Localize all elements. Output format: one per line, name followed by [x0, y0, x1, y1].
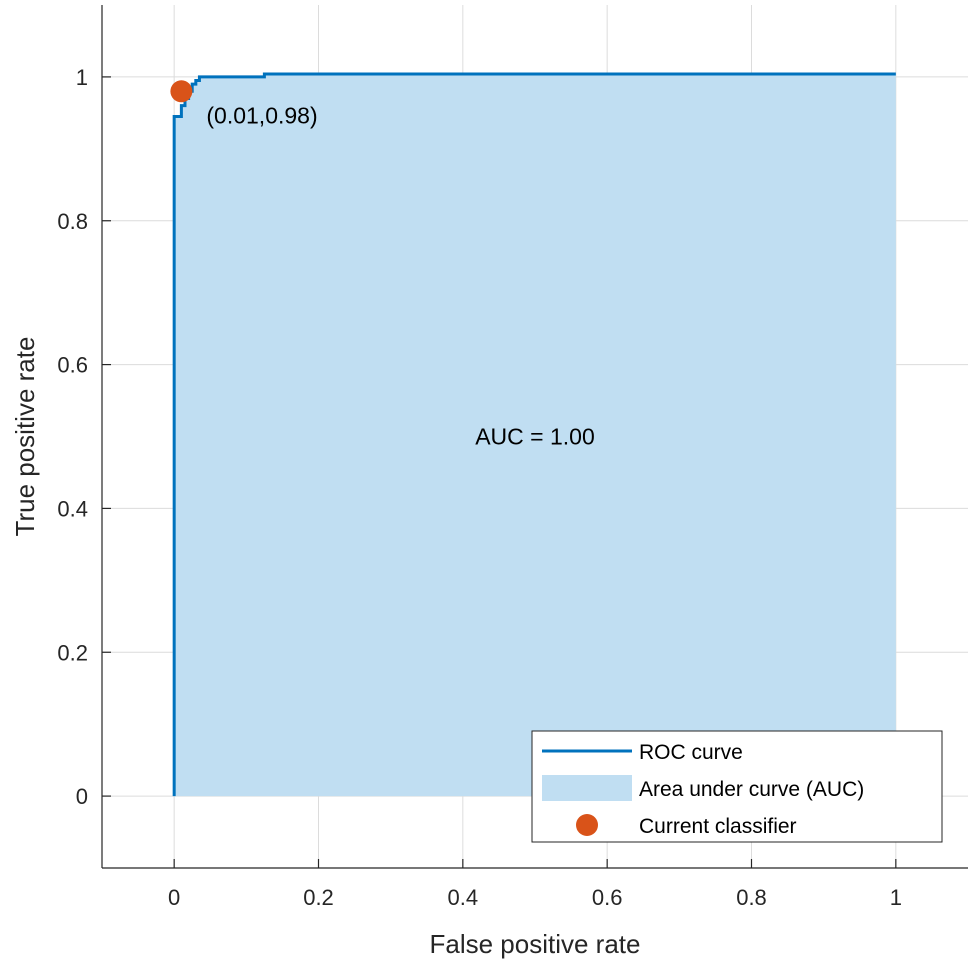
y-axis-label: True positive rate — [10, 337, 40, 537]
axes — [101, 5, 968, 869]
legend-roc-label: ROC curve — [639, 741, 743, 764]
x-tick-label: 0.2 — [303, 885, 334, 910]
y-tick-label: 1 — [76, 65, 88, 90]
x-axis-label: False positive rate — [430, 929, 641, 959]
x-tick-label: 1 — [890, 885, 902, 910]
auc-annotation: AUC = 1.00 — [475, 424, 595, 450]
legend: ROC curve Area under curve (AUC) Current… — [531, 730, 943, 843]
y-tick-label: 0.4 — [57, 496, 88, 521]
legend-classifier-swatch — [576, 814, 598, 836]
y-tick-label: 0.6 — [57, 353, 88, 378]
x-tick-label: 0.6 — [592, 885, 623, 910]
auc-area — [174, 74, 896, 797]
tick-labels: 0 0.2 0.4 0.6 0.8 1 0 0.2 0.4 0.6 0.8 1 — [57, 65, 902, 910]
y-tick-label: 0.2 — [57, 640, 88, 665]
legend-auc-swatch — [542, 775, 632, 801]
current-classifier-point — [170, 80, 193, 103]
legend-auc-label: Area under curve (AUC) — [639, 778, 864, 801]
x-tick-label: 0 — [168, 885, 180, 910]
point-annotation: (0.01,0.98) — [206, 102, 317, 128]
legend-classifier-label: Current classifier — [639, 815, 797, 838]
x-tick-label: 0.4 — [448, 885, 479, 910]
y-tick-label: 0.8 — [57, 209, 88, 234]
y-tick-label: 0 — [76, 784, 88, 809]
x-tick-label: 0.8 — [736, 885, 767, 910]
